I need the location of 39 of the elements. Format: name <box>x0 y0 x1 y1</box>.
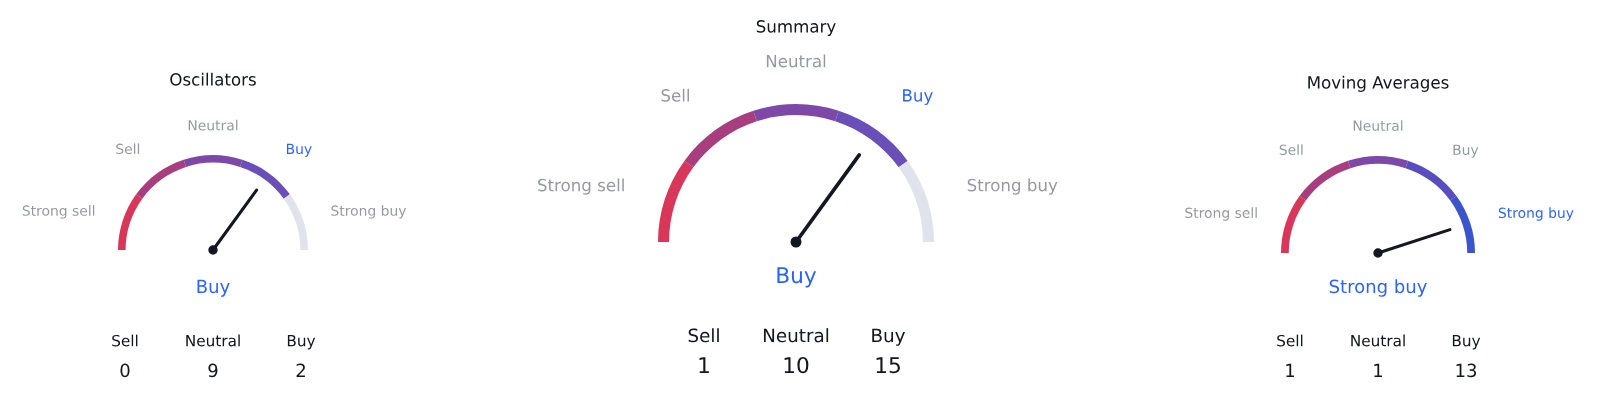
chart-title: Oscillators <box>170 72 256 86</box>
text: 1 <box>699 357 709 373</box>
slice-label: Strong buy <box>1498 207 1574 221</box>
text: Neutral <box>1351 334 1405 347</box>
text: Sell <box>1277 334 1303 347</box>
text: Buy <box>287 335 316 350</box>
text: Buy <box>872 328 905 346</box>
text: Neutral <box>763 328 829 343</box>
slice-label: Buy <box>903 89 933 105</box>
text: Strong buy <box>1329 279 1427 297</box>
text: 15 <box>876 357 900 374</box>
text: Sell <box>688 328 719 343</box>
slice-label: Strong sell <box>1185 207 1257 221</box>
slice-label: Sell <box>1279 144 1303 156</box>
slice-label: Sell <box>116 143 140 155</box>
slice-label: Strong buy <box>331 205 407 219</box>
text: 1 <box>1286 363 1295 377</box>
text: Buy <box>197 279 230 297</box>
slice-label: Buy <box>1453 144 1479 158</box>
text: 1 <box>1374 363 1383 377</box>
text: 0 <box>120 363 130 378</box>
slice-label: Buy <box>286 143 312 157</box>
text: 9 <box>208 363 218 378</box>
text: Buy <box>1452 335 1481 350</box>
text: 10 <box>784 356 809 374</box>
slice-label: Strong buy <box>967 178 1058 195</box>
text: Neutral <box>186 334 240 347</box>
chart-title: Summary <box>756 20 836 36</box>
text: Buy <box>777 267 817 288</box>
slice-label: Strong sell <box>538 178 624 195</box>
slice-label: Neutral <box>1353 120 1403 131</box>
text: Sell <box>112 334 138 347</box>
slice-label: Neutral <box>188 119 238 131</box>
chart-title: Moving Averages <box>1308 75 1449 92</box>
slice-label: Neutral <box>766 54 826 68</box>
text: 13 <box>1456 363 1477 378</box>
slice-label: Strong sell <box>22 205 95 219</box>
text: 2 <box>296 363 305 377</box>
slice-label: Sell <box>661 88 689 102</box>
